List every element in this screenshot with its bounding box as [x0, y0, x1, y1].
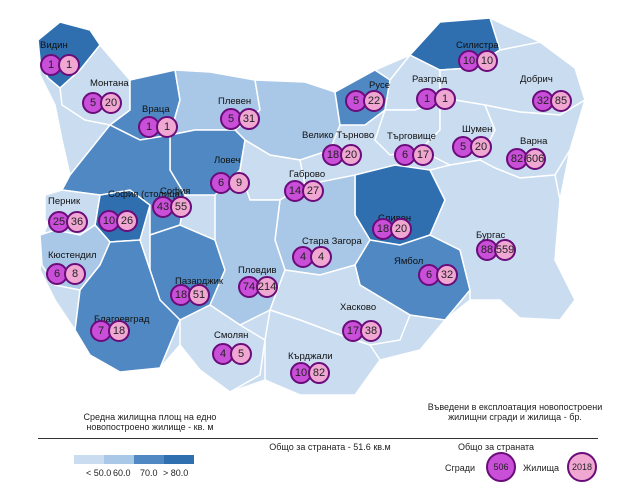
class-label-3: 70.0 [140, 468, 158, 478]
region-label: Бургас [476, 230, 506, 241]
dwellings-bubble: 4 [310, 246, 332, 268]
region-label: Силистра [456, 40, 499, 51]
bubble-legend-title: Въведени в експлоатация новопостроени жи… [427, 402, 603, 422]
dwellings-bubble: 214 [256, 276, 278, 298]
dwellings-bubble: 38 [360, 320, 382, 342]
region-label: Монтана [90, 78, 129, 89]
dwellings-bubble: 36 [66, 211, 88, 233]
dwellings-bubble: 82 [308, 362, 330, 384]
dwellings-bubble: 17 [412, 144, 434, 166]
dwellings-bubble: 5 [230, 343, 252, 365]
region-label: Пловдив [238, 265, 277, 276]
dwellings-bubble: 31 [238, 108, 260, 130]
total-area: Общо за страната - 51.6 кв.м [269, 442, 391, 452]
buildings-bubble: 82 [506, 148, 528, 170]
buildings-bubble: 18 [372, 218, 394, 240]
dwellings-bubble: 55 [170, 196, 192, 218]
dwellings-bubble: 20 [390, 218, 412, 240]
class-label-1: < 50.0 [86, 468, 112, 478]
class-swatch-3 [134, 455, 164, 464]
region-label: Ловеч [214, 155, 241, 166]
class-swatch-2 [104, 455, 134, 464]
dwellings-bubble: 9 [228, 172, 250, 194]
region-label: Русе [369, 80, 391, 91]
dwellings-bubble: 559 [494, 239, 516, 261]
dwellings-bubble: 18 [108, 320, 130, 342]
dwellings-total-bubble: 2018 [567, 452, 597, 482]
buildings-bubble: 10 [458, 50, 480, 72]
region-label: Кърджали [288, 351, 333, 362]
class-label-2: 60.0 [113, 468, 131, 478]
region-label: Пазарджик [175, 276, 224, 287]
region-label: Враца [142, 104, 170, 115]
dwellings-bubble: 22 [363, 90, 385, 112]
region-label: Перник [48, 196, 81, 207]
dwellings-bubble: 27 [302, 180, 324, 202]
dwellings-bubble: 10 [476, 50, 498, 72]
dwellings-bubble: 26 [116, 210, 138, 232]
dwellings-bubble: 606 [524, 148, 546, 170]
region-label: София [160, 186, 191, 197]
bubble-total-title: Общо за страната [458, 442, 535, 452]
dwellings-bubble: 20 [340, 144, 362, 166]
region-label: Разград [412, 74, 448, 85]
region-label: Добрич [520, 74, 553, 85]
region-label: Стара Загора [302, 236, 362, 247]
buildings-bubble: 6 [46, 263, 68, 285]
region-label: Благоевград [94, 314, 149, 325]
region-label: Смолян [214, 330, 249, 341]
region-label: Видин [40, 40, 68, 51]
area-legend-title: Средна жилищна площ на едно новопостроен… [83, 412, 217, 432]
dwellings-bubble: 8 [64, 263, 86, 285]
dwellings-bubble: 1 [58, 54, 80, 76]
region-label: Плевен [218, 96, 252, 107]
region-label: Шумен [462, 124, 493, 135]
buildings-bubble: 25 [48, 211, 70, 233]
buildings-legend-label: Сгради [445, 463, 476, 473]
class-label-4: > 80.0 [163, 468, 189, 478]
class-swatch-1 [74, 455, 104, 464]
dwellings-bubble: 20 [470, 136, 492, 158]
buildings-bubble: 18 [322, 144, 344, 166]
dwellings-bubble: 51 [188, 284, 210, 306]
region-label: Габрово [289, 169, 326, 180]
buildings-bubble: 43 [152, 196, 174, 218]
region-label: Търговище [387, 131, 436, 142]
dwellings-bubble: 85 [550, 90, 572, 112]
region-label: Хасково [340, 302, 377, 313]
dwellings-legend-label: Жилища [523, 463, 560, 473]
dwellings-bubble: 1 [434, 88, 456, 110]
buildings-total-bubble: 506 [486, 452, 516, 482]
legend-divider [38, 438, 598, 439]
region-label: Варна [520, 136, 548, 147]
region-label: Велико Търново [302, 130, 375, 141]
region-label: Кюстендил [48, 250, 97, 261]
buildings-bubble: 17 [342, 320, 364, 342]
region-label: София (столица) [108, 189, 184, 200]
dwellings-bubble: 1 [156, 116, 178, 138]
region-label: Ямбол [394, 256, 424, 267]
class-swatch-4 [164, 455, 194, 464]
dwellings-bubble: 32 [436, 264, 458, 286]
dwellings-bubble: 20 [100, 92, 122, 114]
